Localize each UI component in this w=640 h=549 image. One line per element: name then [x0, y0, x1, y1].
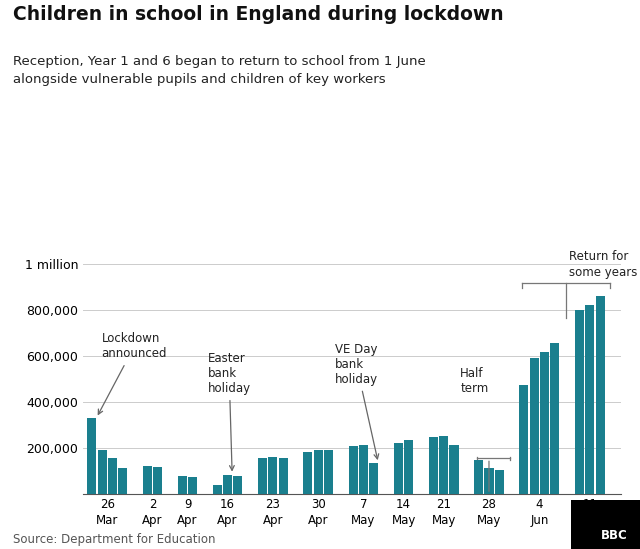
Bar — [394, 444, 403, 494]
Bar — [359, 445, 368, 494]
Bar — [404, 440, 413, 494]
Bar — [188, 477, 197, 494]
Bar — [484, 468, 493, 494]
Bar — [540, 352, 549, 494]
Bar — [550, 343, 559, 494]
Bar — [439, 436, 448, 494]
Bar — [234, 475, 243, 494]
Text: BBC: BBC — [600, 529, 627, 542]
Text: Children in school in England during lockdown: Children in school in England during loc… — [13, 5, 504, 25]
Bar — [258, 458, 267, 494]
Bar — [97, 450, 107, 494]
Text: Return for
some years: Return for some years — [569, 249, 637, 278]
Bar — [87, 418, 97, 494]
Bar — [153, 467, 163, 494]
Text: VE Day
bank
holiday: VE Day bank holiday — [335, 343, 379, 459]
Bar — [495, 470, 504, 494]
Bar — [596, 296, 605, 494]
Bar — [314, 450, 323, 494]
Text: Reception, Year 1 and 6 began to return to school from 1 June
alongside vulnerab: Reception, Year 1 and 6 began to return … — [13, 55, 426, 86]
Text: Source: Department for Education: Source: Department for Education — [13, 533, 215, 546]
Bar — [369, 463, 378, 494]
Bar — [143, 466, 152, 494]
Bar — [349, 446, 358, 494]
Bar — [449, 445, 458, 494]
Bar — [575, 310, 584, 494]
Bar — [530, 358, 539, 494]
Bar — [520, 384, 529, 494]
Bar — [324, 450, 333, 494]
Bar — [212, 485, 222, 494]
Bar — [178, 475, 187, 494]
Text: Lockdown
announced: Lockdown announced — [99, 332, 167, 414]
Bar — [586, 305, 595, 494]
Text: Half
term: Half term — [460, 367, 488, 395]
Bar — [429, 437, 438, 494]
Bar — [223, 474, 232, 494]
Bar — [118, 468, 127, 494]
Bar — [108, 458, 117, 494]
Bar — [474, 460, 483, 494]
Bar — [268, 457, 278, 494]
Bar — [278, 458, 288, 494]
Text: Easter
bank
holiday: Easter bank holiday — [207, 352, 251, 470]
Bar — [303, 452, 312, 494]
